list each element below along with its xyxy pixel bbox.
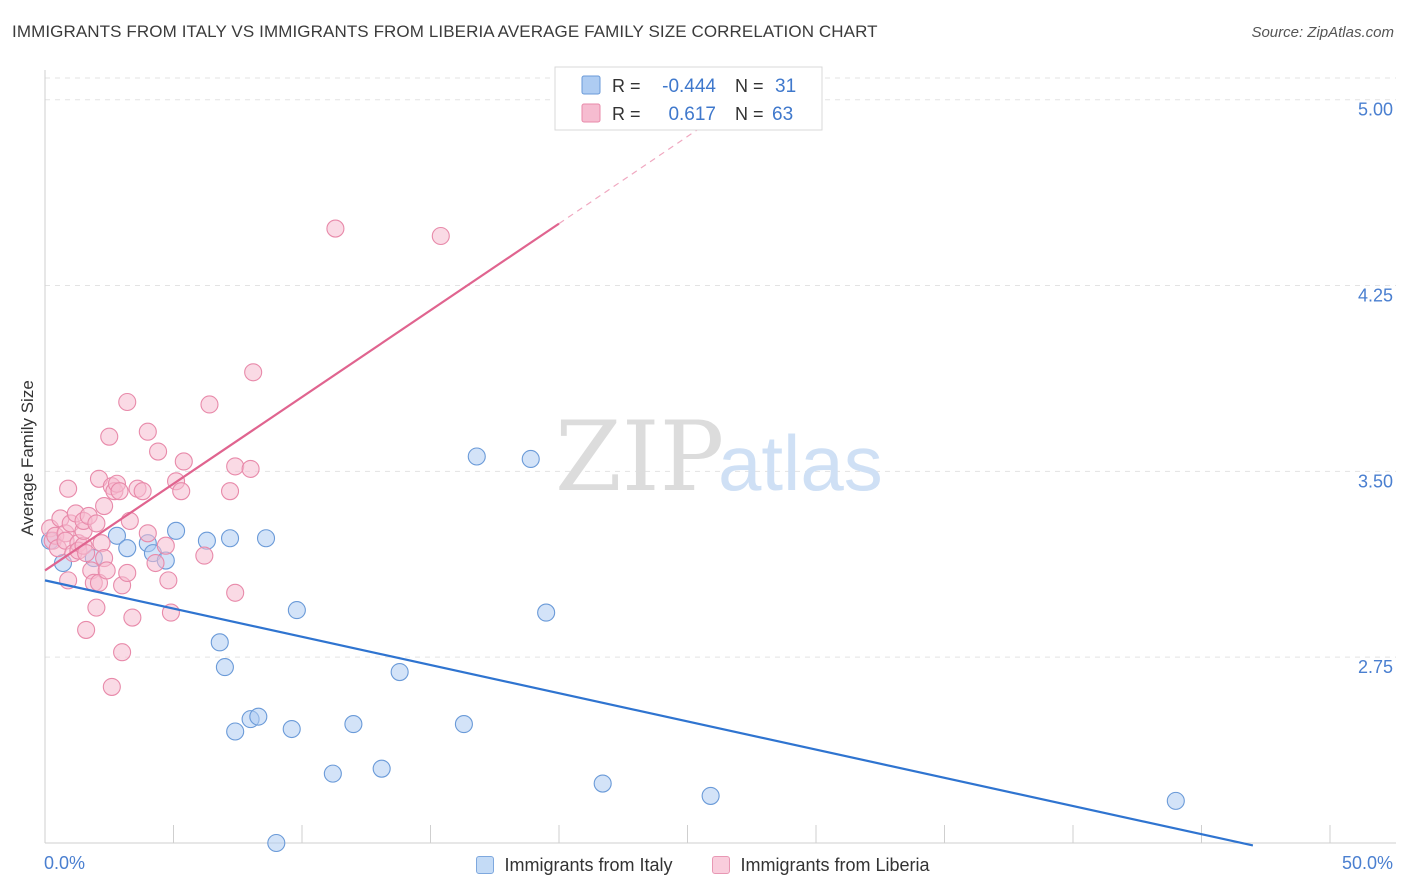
tick-labels: 2.75 3.50 4.25 5.00 0.0% 50.0% xyxy=(44,100,1393,873)
y-tick-label: 5.00 xyxy=(1358,100,1393,120)
liberia-point xyxy=(87,514,106,533)
x-tick-label-max: 50.0% xyxy=(1342,853,1393,873)
watermark-atlas: atlas xyxy=(718,419,883,507)
liberia-point xyxy=(195,546,214,565)
italy-point xyxy=(344,715,363,734)
stats-liberia-r-value: 0.617 xyxy=(668,104,716,125)
y-tick-label: 4.25 xyxy=(1358,286,1393,306)
liberia-point xyxy=(123,608,142,627)
liberia-point xyxy=(174,452,193,471)
italy-point xyxy=(537,603,556,622)
trend-lines xyxy=(44,128,1254,847)
stats-legend: R = -0.444 N = 31 R = 0.617 N = 63 xyxy=(554,66,823,131)
legend-swatch-liberia xyxy=(712,856,731,874)
italy-point xyxy=(267,833,286,853)
liberia-point xyxy=(100,427,119,446)
italy-point xyxy=(593,774,612,793)
liberia-point xyxy=(138,524,157,543)
liberia-trend-line xyxy=(44,222,560,572)
italy-point xyxy=(454,715,473,734)
liberia-point xyxy=(97,561,116,580)
liberia-point xyxy=(226,457,245,476)
watermark-zip: ZIP xyxy=(555,401,724,513)
liberia-point xyxy=(118,392,137,412)
y-tick-label: 2.75 xyxy=(1358,657,1393,677)
italy-point xyxy=(249,707,268,726)
legend-item-liberia[interactable]: Immigrants from Liberia xyxy=(712,854,930,876)
stats-italy-r-value: -0.444 xyxy=(662,76,716,97)
italy-point xyxy=(323,764,342,783)
italy-point xyxy=(226,722,245,741)
liberia-point xyxy=(110,482,129,501)
italy-trend-line xyxy=(44,579,1254,847)
x-tick-label-min: 0.0% xyxy=(44,853,85,873)
italy-point xyxy=(210,633,229,652)
italy-point xyxy=(167,521,186,540)
data-points xyxy=(41,219,1185,853)
liberia-point xyxy=(326,219,345,238)
liberia-point xyxy=(95,497,114,516)
stats-liberia-n-label: N = xyxy=(735,104,764,124)
italy-point xyxy=(107,526,127,545)
liberia-point xyxy=(244,363,263,382)
liberia-point xyxy=(226,583,245,602)
y-tick-label: 3.50 xyxy=(1358,471,1393,491)
legend-label-liberia: Immigrants from Liberia xyxy=(740,854,930,875)
liberia-point xyxy=(113,643,132,662)
liberia-point xyxy=(220,482,240,501)
legend-item-italy[interactable]: Immigrants from Italy xyxy=(476,855,672,876)
liberia-point xyxy=(156,536,175,555)
liberia-point xyxy=(77,620,96,639)
liberia-point xyxy=(87,598,106,617)
legend-swatch-italy xyxy=(476,856,495,874)
liberia-point xyxy=(59,479,78,498)
italy-point xyxy=(220,529,240,548)
italy-point xyxy=(287,601,306,620)
stats-liberia-n-value: 63 xyxy=(772,104,793,125)
italy-point xyxy=(118,539,137,558)
italy-point xyxy=(467,447,486,466)
stats-italy-r-label: R = xyxy=(612,76,641,96)
liberia-point xyxy=(200,395,219,414)
liberia-point xyxy=(146,553,165,573)
liberia-point xyxy=(172,482,191,501)
stats-swatch-italy xyxy=(581,75,601,95)
liberia-point xyxy=(102,677,121,696)
italy-point xyxy=(390,662,409,682)
series-legend: Immigrants from Italy Immigrants from Li… xyxy=(0,851,1406,879)
italy-point xyxy=(256,529,276,548)
italy-point xyxy=(215,658,234,677)
italy-point xyxy=(372,759,391,778)
y-axis-title: Average Family Size xyxy=(18,380,37,536)
italy-point xyxy=(1166,791,1185,810)
chart-title: IMMIGRANTS FROM ITALY VS IMMIGRANTS FROM… xyxy=(12,22,878,41)
liberia-trend-extension xyxy=(558,128,699,225)
stats-italy-n-label: N = xyxy=(735,76,764,96)
liberia-point xyxy=(241,459,260,478)
stats-liberia-r-label: R = xyxy=(612,104,641,124)
italy-point xyxy=(521,449,540,469)
liberia-point xyxy=(118,563,137,582)
liberia-point xyxy=(149,442,168,461)
legend-label-italy: Immigrants from Italy xyxy=(504,854,673,875)
liberia-point xyxy=(133,482,152,501)
liberia-point xyxy=(77,544,96,563)
stats-swatch-liberia xyxy=(581,103,601,123)
italy-point xyxy=(197,531,216,550)
italy-point xyxy=(282,719,301,739)
stats-italy-n-value: 31 xyxy=(775,76,796,97)
liberia-point xyxy=(431,226,450,246)
source-credit: Source: ZipAtlas.com xyxy=(1251,24,1394,41)
liberia-point xyxy=(120,511,139,530)
italy-point xyxy=(701,786,720,805)
liberia-point xyxy=(138,422,157,441)
liberia-point xyxy=(159,571,178,590)
